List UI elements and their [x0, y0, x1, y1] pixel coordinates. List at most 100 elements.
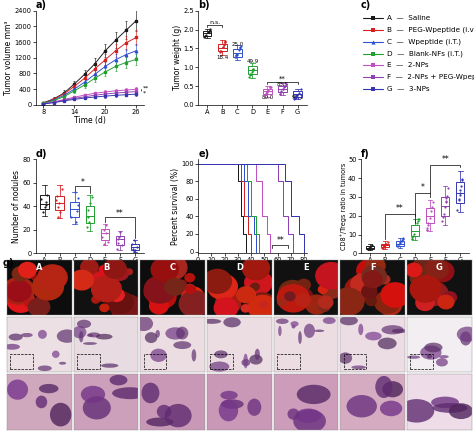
Circle shape: [324, 279, 338, 291]
Point: [56, 209, 64, 216]
Point: [293, 91, 301, 98]
Circle shape: [410, 266, 436, 288]
Point: [217, 48, 224, 55]
Ellipse shape: [173, 341, 191, 349]
Point: [41, 204, 48, 211]
Circle shape: [32, 275, 38, 281]
Point: [102, 222, 109, 229]
Point: [382, 241, 389, 248]
Circle shape: [247, 293, 277, 319]
Point: [74, 202, 82, 209]
Ellipse shape: [50, 403, 72, 427]
Point: [266, 84, 274, 91]
Point: [400, 235, 407, 242]
Circle shape: [278, 298, 287, 306]
Point: [207, 26, 214, 33]
Bar: [396, 241, 404, 246]
Circle shape: [245, 271, 272, 294]
Point: [393, 243, 401, 250]
Point: [266, 84, 274, 91]
Text: b): b): [198, 0, 210, 10]
Circle shape: [186, 285, 195, 293]
Point: [292, 93, 300, 100]
Point: [113, 245, 121, 252]
Ellipse shape: [9, 333, 23, 340]
Circle shape: [216, 293, 241, 314]
Circle shape: [237, 287, 255, 303]
Point: [440, 210, 447, 217]
Point: [267, 83, 274, 90]
Ellipse shape: [38, 330, 47, 339]
Ellipse shape: [4, 344, 20, 350]
Text: e): e): [198, 149, 210, 158]
Point: [423, 227, 430, 234]
Bar: [410, 354, 433, 369]
Circle shape: [412, 258, 437, 279]
Text: E  —  2-NPs: E — 2-NPs: [387, 62, 428, 68]
Circle shape: [28, 298, 50, 316]
Circle shape: [46, 270, 53, 275]
Point: [249, 67, 256, 74]
Text: 18.4: 18.4: [216, 55, 228, 60]
Ellipse shape: [191, 349, 196, 362]
Point: [456, 190, 464, 197]
Point: [115, 233, 122, 240]
Point: [100, 226, 108, 233]
Point: [247, 71, 255, 78]
Point: [68, 213, 75, 220]
Circle shape: [7, 281, 31, 301]
Point: [398, 236, 406, 243]
Point: [291, 95, 298, 102]
Circle shape: [425, 259, 448, 279]
Point: [73, 207, 81, 214]
Circle shape: [320, 279, 343, 298]
Point: [264, 88, 271, 95]
Point: [409, 232, 417, 239]
Point: [233, 52, 240, 58]
Text: B: B: [103, 262, 109, 271]
Circle shape: [351, 274, 377, 296]
Text: F  —  2-NPs + PEG-Wpeptide: F — 2-NPs + PEG-Wpeptide: [387, 74, 474, 80]
Point: [58, 185, 66, 192]
Text: f): f): [361, 149, 370, 158]
Ellipse shape: [241, 359, 250, 366]
Point: [264, 87, 272, 94]
Circle shape: [7, 289, 35, 312]
Point: [281, 83, 288, 90]
Point: [456, 192, 464, 199]
Point: [104, 238, 112, 245]
Circle shape: [279, 281, 307, 304]
Bar: [85, 206, 94, 223]
Circle shape: [3, 278, 34, 304]
Point: [276, 90, 284, 97]
Ellipse shape: [291, 321, 299, 326]
Circle shape: [248, 295, 277, 320]
Point: [217, 48, 224, 55]
Ellipse shape: [346, 395, 377, 417]
Y-axis label: Percent survival (%): Percent survival (%): [171, 168, 180, 245]
Point: [131, 246, 138, 253]
Point: [220, 40, 228, 47]
Point: [220, 42, 228, 48]
Circle shape: [429, 261, 454, 282]
Point: [231, 54, 239, 61]
Circle shape: [185, 274, 194, 282]
Point: [99, 233, 106, 240]
Point: [381, 242, 388, 249]
Y-axis label: Tumor weight (g): Tumor weight (g): [173, 25, 182, 90]
Circle shape: [184, 284, 195, 294]
Circle shape: [380, 275, 390, 284]
Circle shape: [362, 266, 386, 287]
Text: E: E: [303, 262, 309, 271]
Circle shape: [431, 288, 438, 294]
Point: [72, 189, 79, 196]
Point: [424, 221, 432, 228]
Ellipse shape: [157, 405, 171, 418]
Ellipse shape: [150, 349, 167, 362]
Bar: [40, 194, 49, 209]
Point: [118, 242, 126, 249]
Ellipse shape: [83, 396, 111, 420]
Circle shape: [12, 267, 29, 281]
Point: [277, 89, 284, 96]
Bar: [233, 49, 242, 57]
